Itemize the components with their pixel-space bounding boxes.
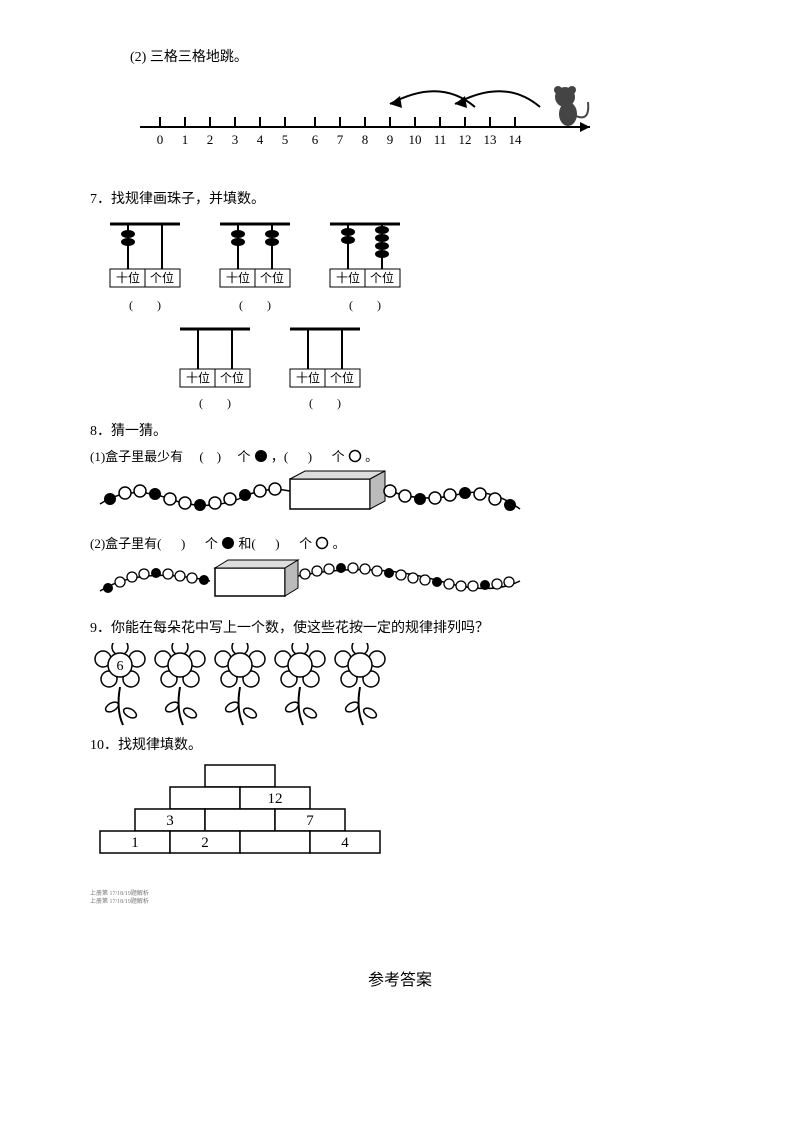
svg-text:3: 3 xyxy=(232,132,239,147)
q9-figure: 6 xyxy=(90,643,710,728)
svg-text:十位: 十位 xyxy=(116,270,140,285)
footer-tiny: 上册第 17/18/19题解析 上册第 17/18/19题解析 xyxy=(90,890,710,906)
pyramid-svg: 12 3 7 1 2 4 xyxy=(90,760,390,860)
svg-text:( ): ( ) xyxy=(309,396,341,410)
svg-text:2: 2 xyxy=(207,132,214,147)
black-bead-icon xyxy=(221,536,235,550)
svg-text:十位: 十位 xyxy=(186,370,210,385)
svg-text:个位: 个位 xyxy=(220,370,244,385)
q10-figure: 12 3 7 1 2 4 xyxy=(90,760,710,860)
svg-text:0: 0 xyxy=(157,132,164,147)
q8-paren: ( ) xyxy=(186,449,234,464)
svg-text:( ): ( ) xyxy=(349,298,381,312)
svg-text:个位: 个位 xyxy=(260,270,284,285)
q8-1-label: (1)盒子里最少有 xyxy=(90,449,183,464)
svg-text:个位: 个位 xyxy=(330,370,354,385)
monkey-icon xyxy=(554,86,588,126)
svg-text:8: 8 xyxy=(362,132,369,147)
svg-text:十位: 十位 xyxy=(336,270,360,285)
flowers-svg: 6 xyxy=(90,643,410,728)
svg-text:个位: 个位 xyxy=(150,270,174,285)
svg-text:12: 12 xyxy=(459,132,472,147)
svg-text:( ): ( ) xyxy=(129,298,161,312)
svg-text:12: 12 xyxy=(268,791,283,807)
beads-box-2-svg xyxy=(90,556,530,611)
q9-title: 9．你能在每朵花中写上一个数，使这些花按一定的规律排列吗？ xyxy=(90,617,710,637)
q8-title: 8．猜一猜。 xyxy=(90,420,710,440)
number-line-figure: 0 1 2 3 4 5 6 7 8 9 10 11 12 13 14 xyxy=(90,72,710,182)
svg-text:7: 7 xyxy=(306,813,314,829)
svg-text:4: 4 xyxy=(257,132,264,147)
svg-text:9: 9 xyxy=(387,132,394,147)
white-bead-icon xyxy=(348,449,362,463)
svg-text:1: 1 xyxy=(131,835,139,851)
svg-text:14: 14 xyxy=(509,132,523,147)
svg-text:1: 1 xyxy=(182,132,189,147)
q-sub2-text: (2) 三格三格地跳。 xyxy=(130,46,710,66)
svg-text:个位: 个位 xyxy=(370,270,394,285)
svg-text:( ): ( ) xyxy=(199,396,231,410)
q8-2-line: (2)盒子里有( ) 个 和( ) 个 。 xyxy=(90,533,710,552)
svg-text:3: 3 xyxy=(166,813,174,829)
white-bead-icon xyxy=(315,536,329,550)
svg-text:十位: 十位 xyxy=(296,370,320,385)
svg-text:6: 6 xyxy=(117,659,124,674)
svg-text:( ): ( ) xyxy=(239,298,271,312)
svg-text:13: 13 xyxy=(484,132,497,147)
q7-figure: 十位 个位 十位 个位 xyxy=(90,214,710,414)
q8-1-line: (1)盒子里最少有 ( ) 个 ，( ) 个 。 xyxy=(90,446,710,465)
number-line-svg: 0 1 2 3 4 5 6 7 8 9 10 11 12 13 14 xyxy=(90,72,610,182)
svg-text:十位: 十位 xyxy=(226,270,250,285)
abacus-svg: 十位 个位 十位 个位 xyxy=(90,214,490,414)
black-bead-icon xyxy=(254,449,268,463)
q8-1-figure xyxy=(90,469,710,529)
svg-text:7: 7 xyxy=(337,132,344,147)
svg-text:10: 10 xyxy=(409,132,422,147)
beads-box-1-svg xyxy=(90,469,530,529)
page: (2) 三格三格地跳。 0 1 2 3 xyxy=(0,0,800,1010)
q7-title: 7．找规律画珠子，并填数。 xyxy=(90,188,710,208)
box-icon xyxy=(290,471,385,509)
q8-2-figure xyxy=(90,556,710,611)
answer-title: 参考答案 xyxy=(90,966,710,990)
svg-text:5: 5 xyxy=(282,132,289,147)
svg-text:2: 2 xyxy=(201,835,209,851)
svg-text:6: 6 xyxy=(312,132,319,147)
svg-text:4: 4 xyxy=(341,835,349,851)
svg-text:11: 11 xyxy=(434,132,447,147)
q10-title: 10．找规律填数。 xyxy=(90,734,710,754)
